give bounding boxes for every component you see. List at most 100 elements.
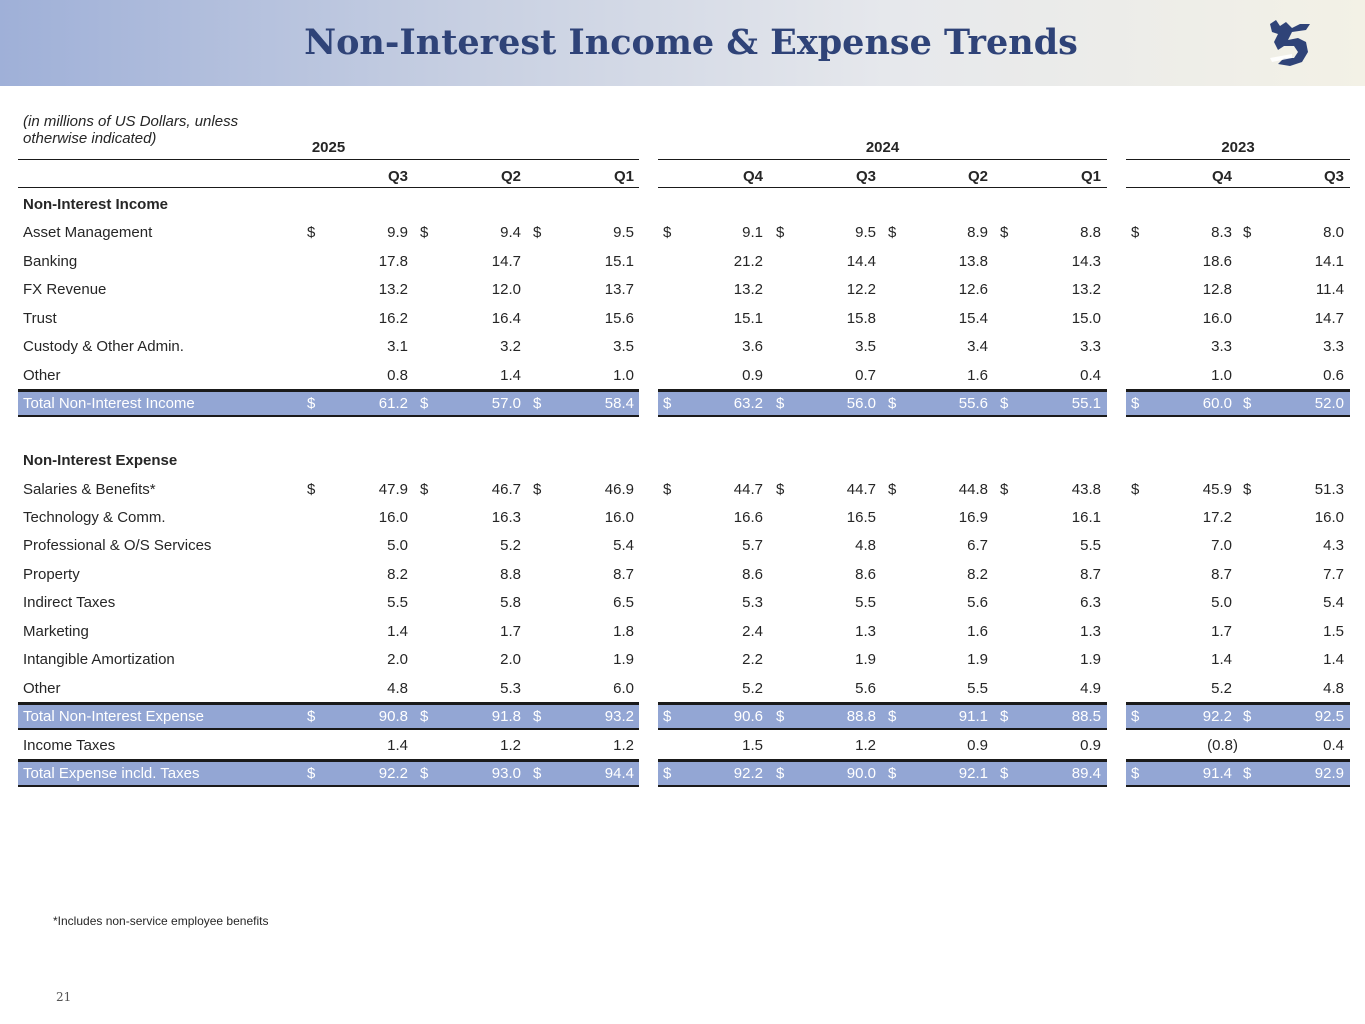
table-cell: 92.2 xyxy=(378,765,408,782)
table-cell: 51.3 xyxy=(1314,480,1344,498)
table-cell: 16.3 xyxy=(491,508,521,526)
subtotal-rule xyxy=(18,758,639,760)
table-cell: 0.9 xyxy=(742,366,763,384)
currency-symbol: $ xyxy=(888,224,897,242)
table-cell: 8.0 xyxy=(1323,224,1344,242)
table-cell: 88.5 xyxy=(1071,708,1101,726)
table-cell: 8.7 xyxy=(1211,565,1232,583)
table-cell: 8.2 xyxy=(387,565,408,583)
table-cell: 11.4 xyxy=(1315,281,1344,299)
row-label: Other xyxy=(23,366,61,384)
table-cell: 8.7 xyxy=(613,565,634,583)
currency-symbol: $ xyxy=(776,708,785,726)
row-label: Income Taxes xyxy=(23,736,116,754)
table-cell: 1.4 xyxy=(387,622,408,640)
table-row: Indirect Taxes 5.5 5.8 6.5 5.3 5.5 5.6 6.3 5.0 5.… xyxy=(0,589,1365,617)
total-band xyxy=(1126,390,1350,418)
table-cell: 1.5 xyxy=(742,736,763,754)
currency-symbol: $ xyxy=(420,224,429,242)
table-cell: 14.4 xyxy=(846,252,876,270)
row-label: Total Expense incld. Taxes xyxy=(23,765,200,782)
table-cell: 1.6 xyxy=(967,366,988,384)
table-cell: 16.0 xyxy=(1314,508,1344,526)
table-row: Technology & Comm. 16.0 16.3 16.0 16.6 16.5 16… xyxy=(0,504,1365,532)
table-cell: 18.6 xyxy=(1202,252,1232,270)
year-header: 2025 xyxy=(311,139,346,156)
table-row: Custody & Other Admin. 3.1 3.2 3.5 3.6 3.5 3.4… xyxy=(0,333,1365,361)
table-cell: 17.8 xyxy=(378,252,408,270)
header-banner xyxy=(0,0,1365,86)
total-band xyxy=(18,390,639,418)
currency-symbol: $ xyxy=(1000,224,1009,242)
section-header: Non-Interest Income xyxy=(0,191,1365,219)
table-cell: 1.4 xyxy=(1211,651,1232,669)
table-row: Property 8.2 8.8 8.7 8.6 8.6 8.2 8.7 8.7 7.7 xyxy=(0,561,1365,589)
table-row: Professional & O/S Services 5.0 5.2 5.4 5.7 4… xyxy=(0,532,1365,560)
table-cell: 4.8 xyxy=(387,679,408,697)
table-cell: 46.9 xyxy=(604,480,634,498)
subtotal-rule xyxy=(1126,388,1350,390)
quarter-header: Q2 xyxy=(967,168,988,185)
table-cell: 5.5 xyxy=(387,594,408,612)
table-cell: 3.1 xyxy=(387,338,408,356)
subtotal-rule xyxy=(658,758,1107,760)
row-label: Technology & Comm. xyxy=(23,508,166,526)
currency-symbol: $ xyxy=(307,708,316,726)
currency-symbol: $ xyxy=(1131,224,1140,242)
row-label: Salaries & Benefits* xyxy=(23,480,156,498)
table-row: FX Revenue 13.2 12.0 13.7 13.2 12.2 12.6 13.2 12… xyxy=(0,276,1365,304)
total-band xyxy=(1126,703,1350,731)
currency-symbol: $ xyxy=(663,480,672,498)
table-cell: 57.0 xyxy=(491,395,521,413)
page-title: Non-Interest Income & Expense Trends xyxy=(304,22,1078,63)
year-rule xyxy=(1126,159,1350,160)
currency-symbol: $ xyxy=(307,224,316,242)
table-cell: 45.9 xyxy=(1202,480,1232,498)
year-header: 2024 xyxy=(865,139,900,156)
table-cell: 1.9 xyxy=(967,651,988,669)
table-cell: 5.5 xyxy=(967,679,988,697)
subtotal-rule xyxy=(658,388,1107,390)
table-cell: 8.2 xyxy=(967,565,988,583)
table-cell: 60.0 xyxy=(1202,395,1232,413)
units-note: (in millions of US Dollars, unless other… xyxy=(23,113,239,147)
table-cell: 16.1 xyxy=(1071,508,1101,526)
table-cell: 16.0 xyxy=(378,508,408,526)
section-header: Non-Interest Expense xyxy=(0,447,1365,475)
table-cell: 1.5 xyxy=(1323,622,1344,640)
table-cell: 8.7 xyxy=(1080,565,1101,583)
table-cell: 94.4 xyxy=(604,765,634,782)
table-cell: 90.0 xyxy=(846,765,876,782)
table-cell: 3.3 xyxy=(1080,338,1101,356)
table-cell: 15.0 xyxy=(1071,309,1101,327)
table-cell: 9.5 xyxy=(613,224,634,242)
subtotal-rule xyxy=(1126,758,1350,760)
table-cell: 4.8 xyxy=(1323,679,1344,697)
table-cell: 13.2 xyxy=(733,281,763,299)
currency-symbol: $ xyxy=(420,480,429,498)
currency-symbol: $ xyxy=(533,224,542,242)
currency-symbol: $ xyxy=(1000,708,1009,726)
total-row: Total Non-Interest Income $61.2 $57.0 $58.4… xyxy=(0,390,1365,418)
currency-symbol: $ xyxy=(533,480,542,498)
currency-symbol: $ xyxy=(888,708,897,726)
table-cell: 3.3 xyxy=(1211,338,1232,356)
table-cell: 12.8 xyxy=(1202,281,1232,299)
row-label: Total Non-Interest Expense xyxy=(23,708,204,726)
table-cell: 1.4 xyxy=(1323,651,1344,669)
table-cell: 55.1 xyxy=(1071,395,1101,413)
table-cell: 3.3 xyxy=(1323,338,1344,356)
table-cell: 1.2 xyxy=(613,736,634,754)
table-cell: 43.8 xyxy=(1071,480,1101,498)
table-cell: 16.4 xyxy=(491,309,521,327)
currency-symbol: $ xyxy=(1000,480,1009,498)
currency-symbol: $ xyxy=(1243,480,1252,498)
table-cell: 5.6 xyxy=(855,679,876,697)
table-cell: 9.9 xyxy=(387,224,408,242)
quarter-header: Q3 xyxy=(855,168,876,185)
subtotal-rule xyxy=(658,701,1107,703)
quarter-header: Q3 xyxy=(1323,168,1344,185)
table-cell: 6.5 xyxy=(613,594,634,612)
table-cell: 5.3 xyxy=(742,594,763,612)
table-row: Marketing 1.4 1.7 1.8 2.4 1.3 1.6 1.3 1.7 1.5 xyxy=(0,618,1365,646)
